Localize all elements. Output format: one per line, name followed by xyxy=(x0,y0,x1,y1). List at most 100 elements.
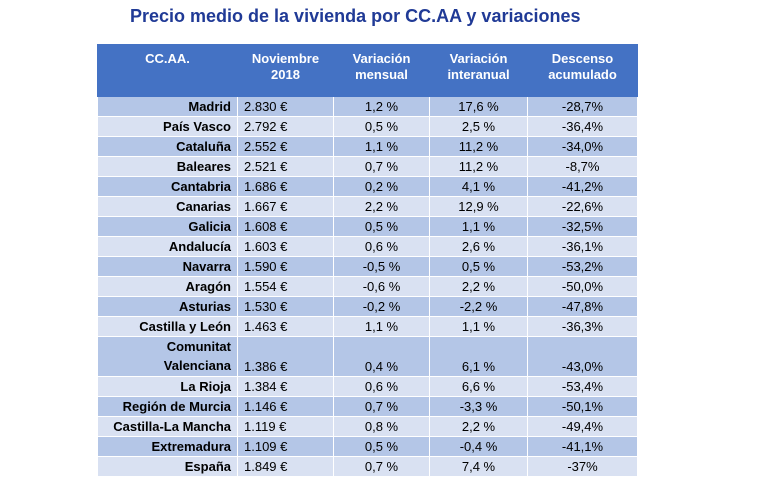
price-cell: 1.608 € xyxy=(237,216,334,237)
price-cell: 1.554 € xyxy=(237,276,334,297)
monthly-variation-cell: 0,5 % xyxy=(333,436,430,457)
price-cell: 1.146 € xyxy=(237,396,334,417)
cumulative-decline-cell: -32,5% xyxy=(527,216,638,237)
annual-variation-cell: 4,1 % xyxy=(429,176,528,197)
price-cell: 1.386 € xyxy=(237,336,334,377)
cumulative-decline-cell: -34,0% xyxy=(527,136,638,157)
cumulative-decline-cell: -41,1% xyxy=(527,436,638,457)
housing-price-table: CC.AA. Noviembre 2018 Variación mensual … xyxy=(97,44,638,477)
region-cell: Madrid xyxy=(97,96,238,117)
annual-variation-cell: -0,4 % xyxy=(429,436,528,457)
monthly-variation-cell: 0,7 % xyxy=(333,396,430,417)
cumulative-decline-cell: -50,0% xyxy=(527,276,638,297)
price-cell: 1.667 € xyxy=(237,196,334,217)
cumulative-decline-cell: -53,2% xyxy=(527,256,638,277)
header-variacion-interanual: Variación interanual xyxy=(429,44,528,97)
table-row: Canarias 1.667 €2,2 % 12,9 % -22,6% xyxy=(97,196,638,217)
table-row: Aragón 1.554 € -0,6 % 2,2 % -50,0% xyxy=(97,276,638,297)
table-row: Extremadura 1.109 €0,5 % -0,4 % -41,1% xyxy=(97,436,638,457)
table-row: Región de Murcia 1.146 €0,7 % -3,3 % -50,1% xyxy=(97,396,638,417)
region-cell: Cataluña xyxy=(97,136,238,157)
monthly-variation-cell: 0,5 % xyxy=(333,116,430,137)
table-row: Castilla y León 1.463 €1,1 % 1,1 % -36,3% xyxy=(97,316,638,337)
annual-variation-cell: 6,6 % xyxy=(429,376,528,397)
table-row: Castilla-La Mancha 1.119 €0,8 % 2,2 % -49,4… xyxy=(97,416,638,437)
annual-variation-cell: 7,4 % xyxy=(429,456,528,477)
region-cell: Cantabria xyxy=(97,176,238,197)
region-cell: Castilla y León xyxy=(97,316,238,337)
price-cell: 2.521 € xyxy=(237,156,334,177)
cumulative-decline-cell: -36,1% xyxy=(527,236,638,257)
monthly-variation-cell: -0,6 % xyxy=(333,276,430,297)
monthly-variation-cell: -0,2 % xyxy=(333,296,430,317)
cumulative-decline-cell: -43,0% xyxy=(527,336,638,377)
region-cell: Extremadura xyxy=(97,436,238,457)
region-cell: La Rioja xyxy=(97,376,238,397)
cumulative-decline-cell: -47,8% xyxy=(527,296,638,317)
annual-variation-cell: 12,9 % xyxy=(429,196,528,217)
annual-variation-cell: 17,6 % xyxy=(429,96,528,117)
header-noviembre-2018: Noviembre 2018 xyxy=(237,44,334,97)
cumulative-decline-cell: -49,4% xyxy=(527,416,638,437)
table-row: Comunitat Valenciana 1.386 €0,4 % 6,1 % -43… xyxy=(97,336,638,377)
annual-variation-cell: -2,2 % xyxy=(429,296,528,317)
table-row: País Vasco 2.792 €0,5 % 2,5 % -36,4% xyxy=(97,116,638,137)
table-row: Navarra 1.590 € -0,5 % 0,5 % -53,2% xyxy=(97,256,638,277)
price-cell: 1.109 € xyxy=(237,436,334,457)
price-cell: 1.849 € xyxy=(237,456,334,477)
header-ccaa: CC.AA. xyxy=(97,44,238,97)
price-cell: 1.590 € xyxy=(237,256,334,277)
region-cell: Galicia xyxy=(97,216,238,237)
cumulative-decline-cell: -8,7% xyxy=(527,156,638,177)
annual-variation-cell: 2,5 % xyxy=(429,116,528,137)
region-cell: Aragón xyxy=(97,276,238,297)
region-cell: Región de Murcia xyxy=(97,396,238,417)
price-cell: 1.603 € xyxy=(237,236,334,257)
region-cell: Andalucía xyxy=(97,236,238,257)
annual-variation-cell: 11,2 % xyxy=(429,136,528,157)
header-descenso-acumulado: Descenso acumulado xyxy=(527,44,638,97)
table-header-row: CC.AA. Noviembre 2018 Variación mensual … xyxy=(97,44,638,97)
monthly-variation-cell: 1,1 % xyxy=(333,136,430,157)
cumulative-decline-cell: -28,7% xyxy=(527,96,638,117)
monthly-variation-cell: 0,7 % xyxy=(333,156,430,177)
region-cell: Asturias xyxy=(97,296,238,317)
monthly-variation-cell: 1,1 % xyxy=(333,316,430,337)
price-cell: 1.463 € xyxy=(237,316,334,337)
price-cell: 1.686 € xyxy=(237,176,334,197)
annual-variation-cell: 1,1 % xyxy=(429,316,528,337)
monthly-variation-cell: 0,2 % xyxy=(333,176,430,197)
cumulative-decline-cell: -50,1% xyxy=(527,396,638,417)
header-variacion-mensual: Variación mensual xyxy=(333,44,430,97)
annual-variation-cell: 2,2 % xyxy=(429,276,528,297)
monthly-variation-cell: 0,8 % xyxy=(333,416,430,437)
annual-variation-cell: 2,2 % xyxy=(429,416,528,437)
table-row: España 1.849 €0,7 % 7,4 % -37% xyxy=(97,456,638,477)
table-row: Cantabria 1.686 €0,2 % 4,1 % -41,2% xyxy=(97,176,638,197)
region-cell: Comunitat Valenciana xyxy=(97,336,238,377)
monthly-variation-cell: 0,6 % xyxy=(333,236,430,257)
table-row: Cataluña 2.552 €1,1 % 11,2 % -34,0% xyxy=(97,136,638,157)
cumulative-decline-cell: -41,2% xyxy=(527,176,638,197)
price-cell: 2.792 € xyxy=(237,116,334,137)
price-cell: 1.530 € xyxy=(237,296,334,317)
monthly-variation-cell: 0,7 % xyxy=(333,456,430,477)
region-cell: Canarias xyxy=(97,196,238,217)
cumulative-decline-cell: -36,3% xyxy=(527,316,638,337)
region-cell: País Vasco xyxy=(97,116,238,137)
monthly-variation-cell: 0,4 % xyxy=(333,336,430,377)
table-row: Galicia 1.608 €0,5 % 1,1 % -32,5% xyxy=(97,216,638,237)
price-cell: 1.384 € xyxy=(237,376,334,397)
annual-variation-cell: 6,1 % xyxy=(429,336,528,377)
page-title: Precio medio de la vivienda por CC.AA y … xyxy=(130,6,581,26)
price-cell: 2.830 € xyxy=(237,96,334,117)
monthly-variation-cell: 0,6 % xyxy=(333,376,430,397)
cumulative-decline-cell: -37% xyxy=(527,456,638,477)
region-cell: Baleares xyxy=(97,156,238,177)
price-cell: 2.552 € xyxy=(237,136,334,157)
cumulative-decline-cell: -53,4% xyxy=(527,376,638,397)
region-cell: Castilla-La Mancha xyxy=(97,416,238,437)
table-row: Madrid 2.830 €1,2 % 17,6 % -28,7% xyxy=(97,96,638,117)
monthly-variation-cell: -0,5 % xyxy=(333,256,430,277)
table-row: La Rioja 1.384 €0,6 % 6,6 % -53,4% xyxy=(97,376,638,397)
